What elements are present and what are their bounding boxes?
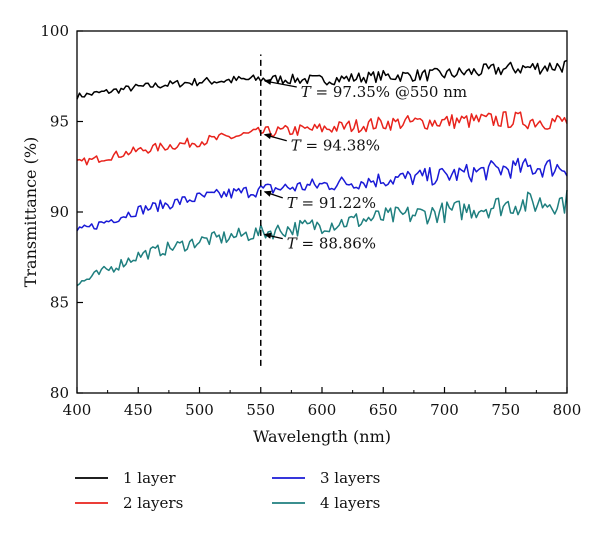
series-group bbox=[76, 59, 568, 287]
x-tick-label: 750 bbox=[491, 401, 520, 419]
x-tick-label: 650 bbox=[369, 401, 398, 419]
x-tick-label: 600 bbox=[308, 401, 337, 419]
y-tick-label: 95 bbox=[50, 113, 69, 131]
annotation-arrowhead bbox=[263, 133, 272, 140]
y-tick-label: 90 bbox=[50, 203, 69, 221]
x-tick-label: 450 bbox=[124, 401, 153, 419]
x-axis-label: Wavelength (nm) bbox=[253, 427, 391, 446]
x-tick-label: 800 bbox=[553, 401, 582, 419]
series-line-2 bbox=[76, 111, 568, 166]
x-tick-label: 550 bbox=[246, 401, 275, 419]
y-tick-label: 85 bbox=[50, 294, 69, 312]
legend-label-2: 2 layers bbox=[123, 494, 183, 512]
annotation-group: T = 97.35% @550 nmT = 94.38%T = 91.22%T … bbox=[263, 78, 467, 253]
annotation-label: T = 88.86% bbox=[287, 235, 376, 253]
annotation-symbol: T bbox=[291, 137, 302, 155]
annotation-value: = 97.35% @550 nm bbox=[311, 83, 467, 101]
legend-label-4: 4 layers bbox=[320, 494, 380, 512]
series-line-1 bbox=[76, 59, 568, 100]
axis-ticks: 400 450 500 550 600 650 700 750 800 80 85 90 95 100 bbox=[40, 22, 581, 419]
x-tick-label: 700 bbox=[430, 401, 459, 419]
x-tick-label: 400 bbox=[63, 401, 92, 419]
annotation-value: = 94.38% bbox=[301, 137, 380, 155]
legend-label-3: 3 layers bbox=[320, 469, 380, 487]
x-tick-label: 500 bbox=[185, 401, 214, 419]
y-axis-label: Transmittance (%) bbox=[21, 137, 40, 288]
y-tick-label: 80 bbox=[50, 384, 69, 402]
annotation-symbol: T bbox=[287, 235, 298, 253]
annotation-label: T = 97.35% @550 nm bbox=[301, 83, 467, 101]
annotation-label: T = 94.38% bbox=[291, 137, 380, 155]
y-tick-label: 100 bbox=[40, 22, 69, 40]
annotation-label: T = 91.22% bbox=[287, 194, 376, 212]
annotation-symbol: T bbox=[301, 83, 312, 101]
annotation-arrowhead bbox=[263, 232, 272, 239]
legend: 1 layer 2 layers 3 layers 4 layers bbox=[75, 469, 380, 512]
annotation-arrowhead bbox=[263, 78, 272, 85]
annotation-value: = 88.86% bbox=[297, 235, 376, 253]
series-line-4 bbox=[76, 190, 568, 287]
legend-label-1: 1 layer bbox=[123, 469, 176, 487]
annotation-value: = 91.22% bbox=[297, 194, 376, 212]
series-line-3 bbox=[76, 157, 568, 232]
annotation-arrowhead bbox=[263, 190, 272, 197]
annotation-symbol: T bbox=[287, 194, 298, 212]
